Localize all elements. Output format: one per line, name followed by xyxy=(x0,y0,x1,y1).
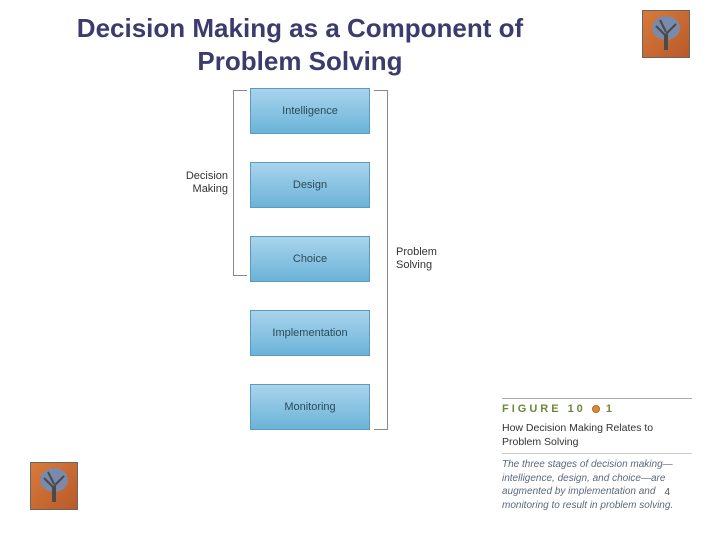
bracket-problem-solving xyxy=(374,90,388,430)
logo-top-right xyxy=(642,10,690,58)
stage-box-intelligence: Intelligence xyxy=(250,88,370,134)
figure-description: The three stages of decision making—inte… xyxy=(502,458,692,512)
title-line-2: Problem Solving xyxy=(197,46,402,76)
stage-label: Design xyxy=(293,179,327,191)
process-diagram: Decision Making Problem Solving Intellig… xyxy=(140,88,480,458)
page-title: Decision Making as a Component of Proble… xyxy=(0,12,600,77)
stage-box-design: Design xyxy=(250,162,370,208)
figure-dot-icon xyxy=(592,405,600,413)
page-number: 4 xyxy=(664,487,670,498)
figure-header: FIGURE 10 1 xyxy=(502,398,692,415)
tree-icon xyxy=(31,463,77,509)
title-line-1: Decision Making as a Component of xyxy=(77,13,523,43)
logo-bottom-left xyxy=(30,462,78,510)
stage-label: Choice xyxy=(293,253,327,265)
stage-box-monitoring: Monitoring xyxy=(250,384,370,430)
label-decision-making: Decision Making xyxy=(140,170,228,196)
stage-box-choice: Choice xyxy=(250,236,370,282)
bracket-decision-making xyxy=(233,90,247,276)
figure-number: 1 xyxy=(606,403,615,415)
tree-icon xyxy=(643,11,689,57)
figure-prefix: FIGURE xyxy=(502,403,562,415)
stage-label: Monitoring xyxy=(284,401,335,413)
stage-label: Implementation xyxy=(272,327,347,339)
label-problem-solving: Problem Solving xyxy=(396,246,437,272)
stage-label: Intelligence xyxy=(282,105,338,117)
stage-box-implementation: Implementation xyxy=(250,310,370,356)
figure-title: How Decision Making Relates to Problem S… xyxy=(502,421,692,454)
figure-chapter: 10 xyxy=(568,403,586,415)
